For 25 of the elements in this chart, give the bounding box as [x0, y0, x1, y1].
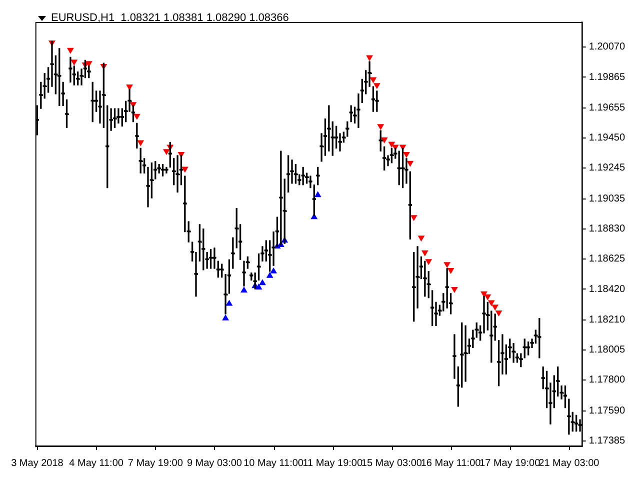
- x-tick-label: 4 May 11:00: [69, 458, 124, 469]
- y-tick-label: 1.19035: [588, 194, 626, 205]
- y-tick-label: 1.18420: [588, 284, 626, 295]
- y-tick-label: 1.18005: [588, 344, 626, 356]
- y-tick-label: 1.17590: [588, 406, 626, 417]
- x-tick-label: 3 May 2018: [11, 458, 64, 469]
- x-tick-label: 21 May 03:00: [538, 458, 600, 469]
- x-tick-label: 10 May 11:00: [244, 458, 304, 469]
- x-tick-label: 16 May 11:00: [420, 458, 482, 469]
- y-tick-label: 1.19245: [588, 162, 626, 174]
- x-tick-label: 17 May 19:00: [480, 458, 541, 469]
- x-tick-label: 9 May 03:00: [186, 458, 242, 469]
- y-tick-label: 1.17385: [588, 436, 626, 447]
- x-tick-label: 11 May 19:00: [302, 458, 363, 469]
- y-tick-label: 1.19865: [588, 72, 626, 83]
- x-tick-label: 7 May 19:00: [128, 458, 184, 469]
- x-tick-label: 15 May 03:00: [361, 458, 422, 469]
- chart-title: EURUSD,H1 1.08321 1.08381 1.08290 1.08366: [51, 12, 289, 24]
- y-tick-label: 1.18830: [588, 224, 626, 235]
- y-tick-label: 1.19655: [588, 102, 626, 114]
- y-tick-label: 1.17800: [588, 374, 626, 386]
- y-tick-label: 1.18625: [588, 254, 626, 265]
- y-tick-label: 1.20070: [588, 42, 626, 53]
- y-tick-label: 1.19450: [588, 132, 626, 144]
- y-tick-label: 1.18210: [588, 314, 626, 326]
